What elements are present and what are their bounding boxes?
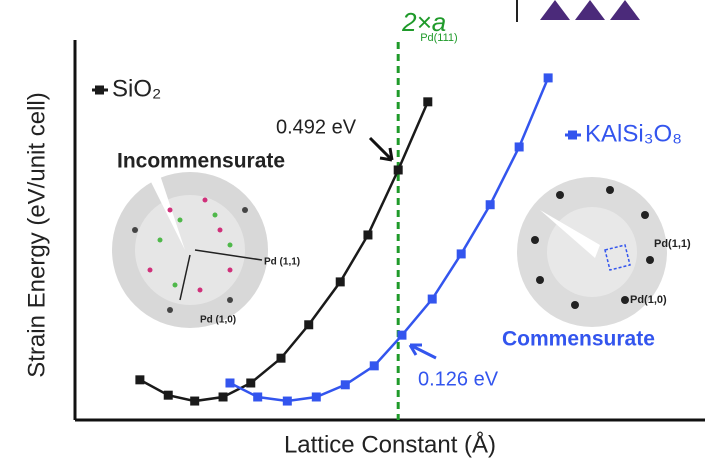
data-point <box>544 73 553 82</box>
legend-label: KAlSi₃O₈ <box>585 120 682 147</box>
chart: Lattice Constant (Å) Strain Energy (eV/un… <box>0 0 716 468</box>
annotation: Pd (1,0) <box>200 315 236 326</box>
data-point <box>423 97 432 106</box>
data-point <box>394 165 403 174</box>
data-point <box>486 200 495 209</box>
leed-pattern-left <box>112 172 268 328</box>
data-point <box>457 249 466 258</box>
annotation: Commensurate <box>502 328 655 351</box>
data-point <box>246 378 255 387</box>
annotation: Pd(1,1) <box>654 238 691 250</box>
data-point <box>304 320 313 329</box>
data-point <box>164 391 173 400</box>
data-point <box>515 142 524 151</box>
data-point <box>277 354 286 363</box>
legend-marker <box>95 86 104 95</box>
data-point <box>363 230 372 239</box>
data-point <box>428 295 437 304</box>
data-point <box>283 397 292 406</box>
legend-label: SiO₂ <box>112 75 161 102</box>
legend-marker <box>568 131 577 140</box>
arrow <box>410 345 436 358</box>
data-point <box>336 277 345 286</box>
annotation: 0.492 eV <box>276 116 357 138</box>
x-axis-label: Lattice Constant (Å) <box>284 430 496 458</box>
data-point <box>219 392 228 401</box>
arrow <box>370 138 392 160</box>
decoration <box>517 0 640 22</box>
data-point <box>190 397 199 406</box>
reference-subscript: Pd(111) <box>420 32 458 44</box>
data-point <box>312 392 321 401</box>
y-axis-label: Strain Energy (eV/unit cell) <box>23 92 50 377</box>
data-point <box>397 331 406 340</box>
annotation: Pd(1,0) <box>630 294 667 306</box>
annotation: Pd (1,1) <box>264 257 300 268</box>
data-point <box>253 392 262 401</box>
data-point <box>370 361 379 370</box>
data-point <box>225 378 234 387</box>
data-point <box>341 380 350 389</box>
annotation: Incommensurate <box>117 150 285 173</box>
data-point <box>135 375 144 384</box>
annotation: 0.126 eV <box>418 368 499 390</box>
